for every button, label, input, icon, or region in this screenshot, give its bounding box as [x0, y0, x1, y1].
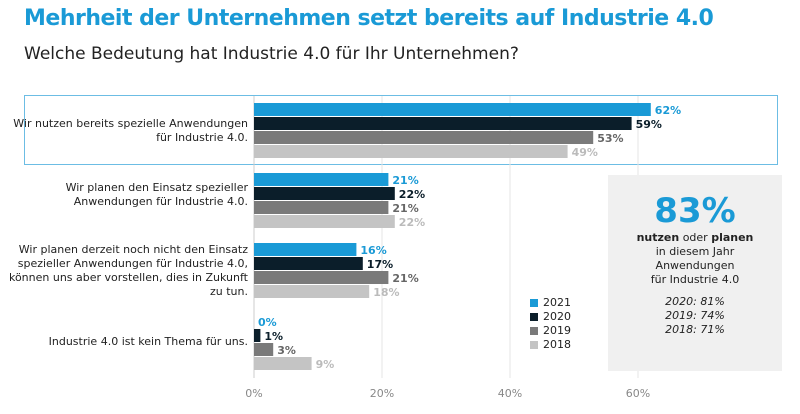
x-tick-label: 20% — [370, 387, 394, 400]
info-big-number: 83% — [654, 191, 736, 231]
data-label: 59% — [636, 118, 662, 131]
category-label: Wir planen derzeit noch nicht den Einsat… — [8, 243, 248, 298]
legend-label: 2021 — [543, 296, 571, 309]
bar-2019 — [254, 271, 389, 284]
legend-swatch — [530, 298, 538, 307]
data-label: 0% — [258, 316, 277, 329]
chart-subtitle: Welche Bedeutung hat Industrie 4.0 für I… — [24, 44, 519, 64]
bar-2021 — [254, 173, 389, 186]
legend-swatch — [530, 326, 538, 335]
legend-item: 2019 — [530, 324, 571, 337]
data-label: 53% — [597, 132, 623, 145]
legend-item: 2018 — [530, 338, 571, 351]
bar-2018 — [254, 215, 395, 228]
info-line-2: in diesem Jahr — [655, 245, 735, 258]
category-label: Wir planen den Einsatz spezieller Anwend… — [65, 181, 248, 208]
bar-2020 — [254, 187, 395, 200]
data-label: 17% — [367, 258, 393, 271]
data-label: 62% — [655, 104, 681, 117]
x-tick-label: 60% — [626, 387, 650, 400]
data-label: 21% — [392, 174, 418, 187]
highlight-box — [24, 95, 778, 165]
info-line-4: für Industrie 4.0 — [650, 273, 740, 286]
info-mid: oder — [679, 231, 712, 244]
legend-label: 2018 — [543, 338, 571, 351]
category-label: Wir nutzen bereits spezielle Anwendungen… — [13, 117, 248, 144]
legend-label: 2020 — [543, 310, 571, 323]
data-label: 16% — [360, 244, 386, 257]
bar-2018 — [254, 285, 370, 298]
bar-2020 — [254, 329, 261, 342]
category-label: Industrie 4.0 ist kein Thema für uns. — [48, 335, 248, 348]
legend-label: 2019 — [543, 324, 571, 337]
chart-title: Mehrheit der Unternehmen setzt bereits a… — [24, 6, 714, 31]
bar-2018 — [254, 145, 568, 158]
data-label: 21% — [392, 272, 418, 285]
data-label: 9% — [316, 358, 335, 371]
data-label: 1% — [264, 330, 283, 343]
bar-2021 — [254, 243, 357, 256]
x-tick-label: 40% — [498, 387, 522, 400]
data-label: 49% — [572, 146, 598, 159]
data-label: 18% — [373, 286, 399, 299]
legend-item: 2021 — [530, 296, 571, 309]
legend-swatch — [530, 340, 538, 349]
bar-2018 — [254, 357, 312, 370]
info-line-3: Anwendungen — [655, 259, 735, 272]
info-bold-1: nutzen — [636, 231, 680, 244]
bar-2019 — [254, 131, 594, 144]
info-bold-2: planen — [711, 231, 754, 244]
data-label: 21% — [392, 202, 418, 215]
data-label: 22% — [399, 216, 425, 229]
data-label: 3% — [277, 344, 296, 357]
info-history-2019: 2019: 74% — [665, 309, 725, 322]
data-label: 22% — [399, 188, 425, 201]
legend-item: 2020 — [530, 310, 571, 323]
bar-2020 — [254, 117, 632, 130]
info-history-2020: 2020: 81% — [665, 295, 725, 308]
bar-2019 — [254, 201, 389, 214]
bar-2020 — [254, 257, 363, 270]
bar-2019 — [254, 343, 274, 356]
info-history-2018: 2018: 71% — [665, 323, 725, 336]
x-tick-label: 0% — [245, 387, 262, 400]
legend-swatch — [530, 312, 538, 321]
info-box: 83% nutzen oder planen in diesem Jahr An… — [608, 175, 782, 371]
bar-2021 — [254, 103, 651, 116]
